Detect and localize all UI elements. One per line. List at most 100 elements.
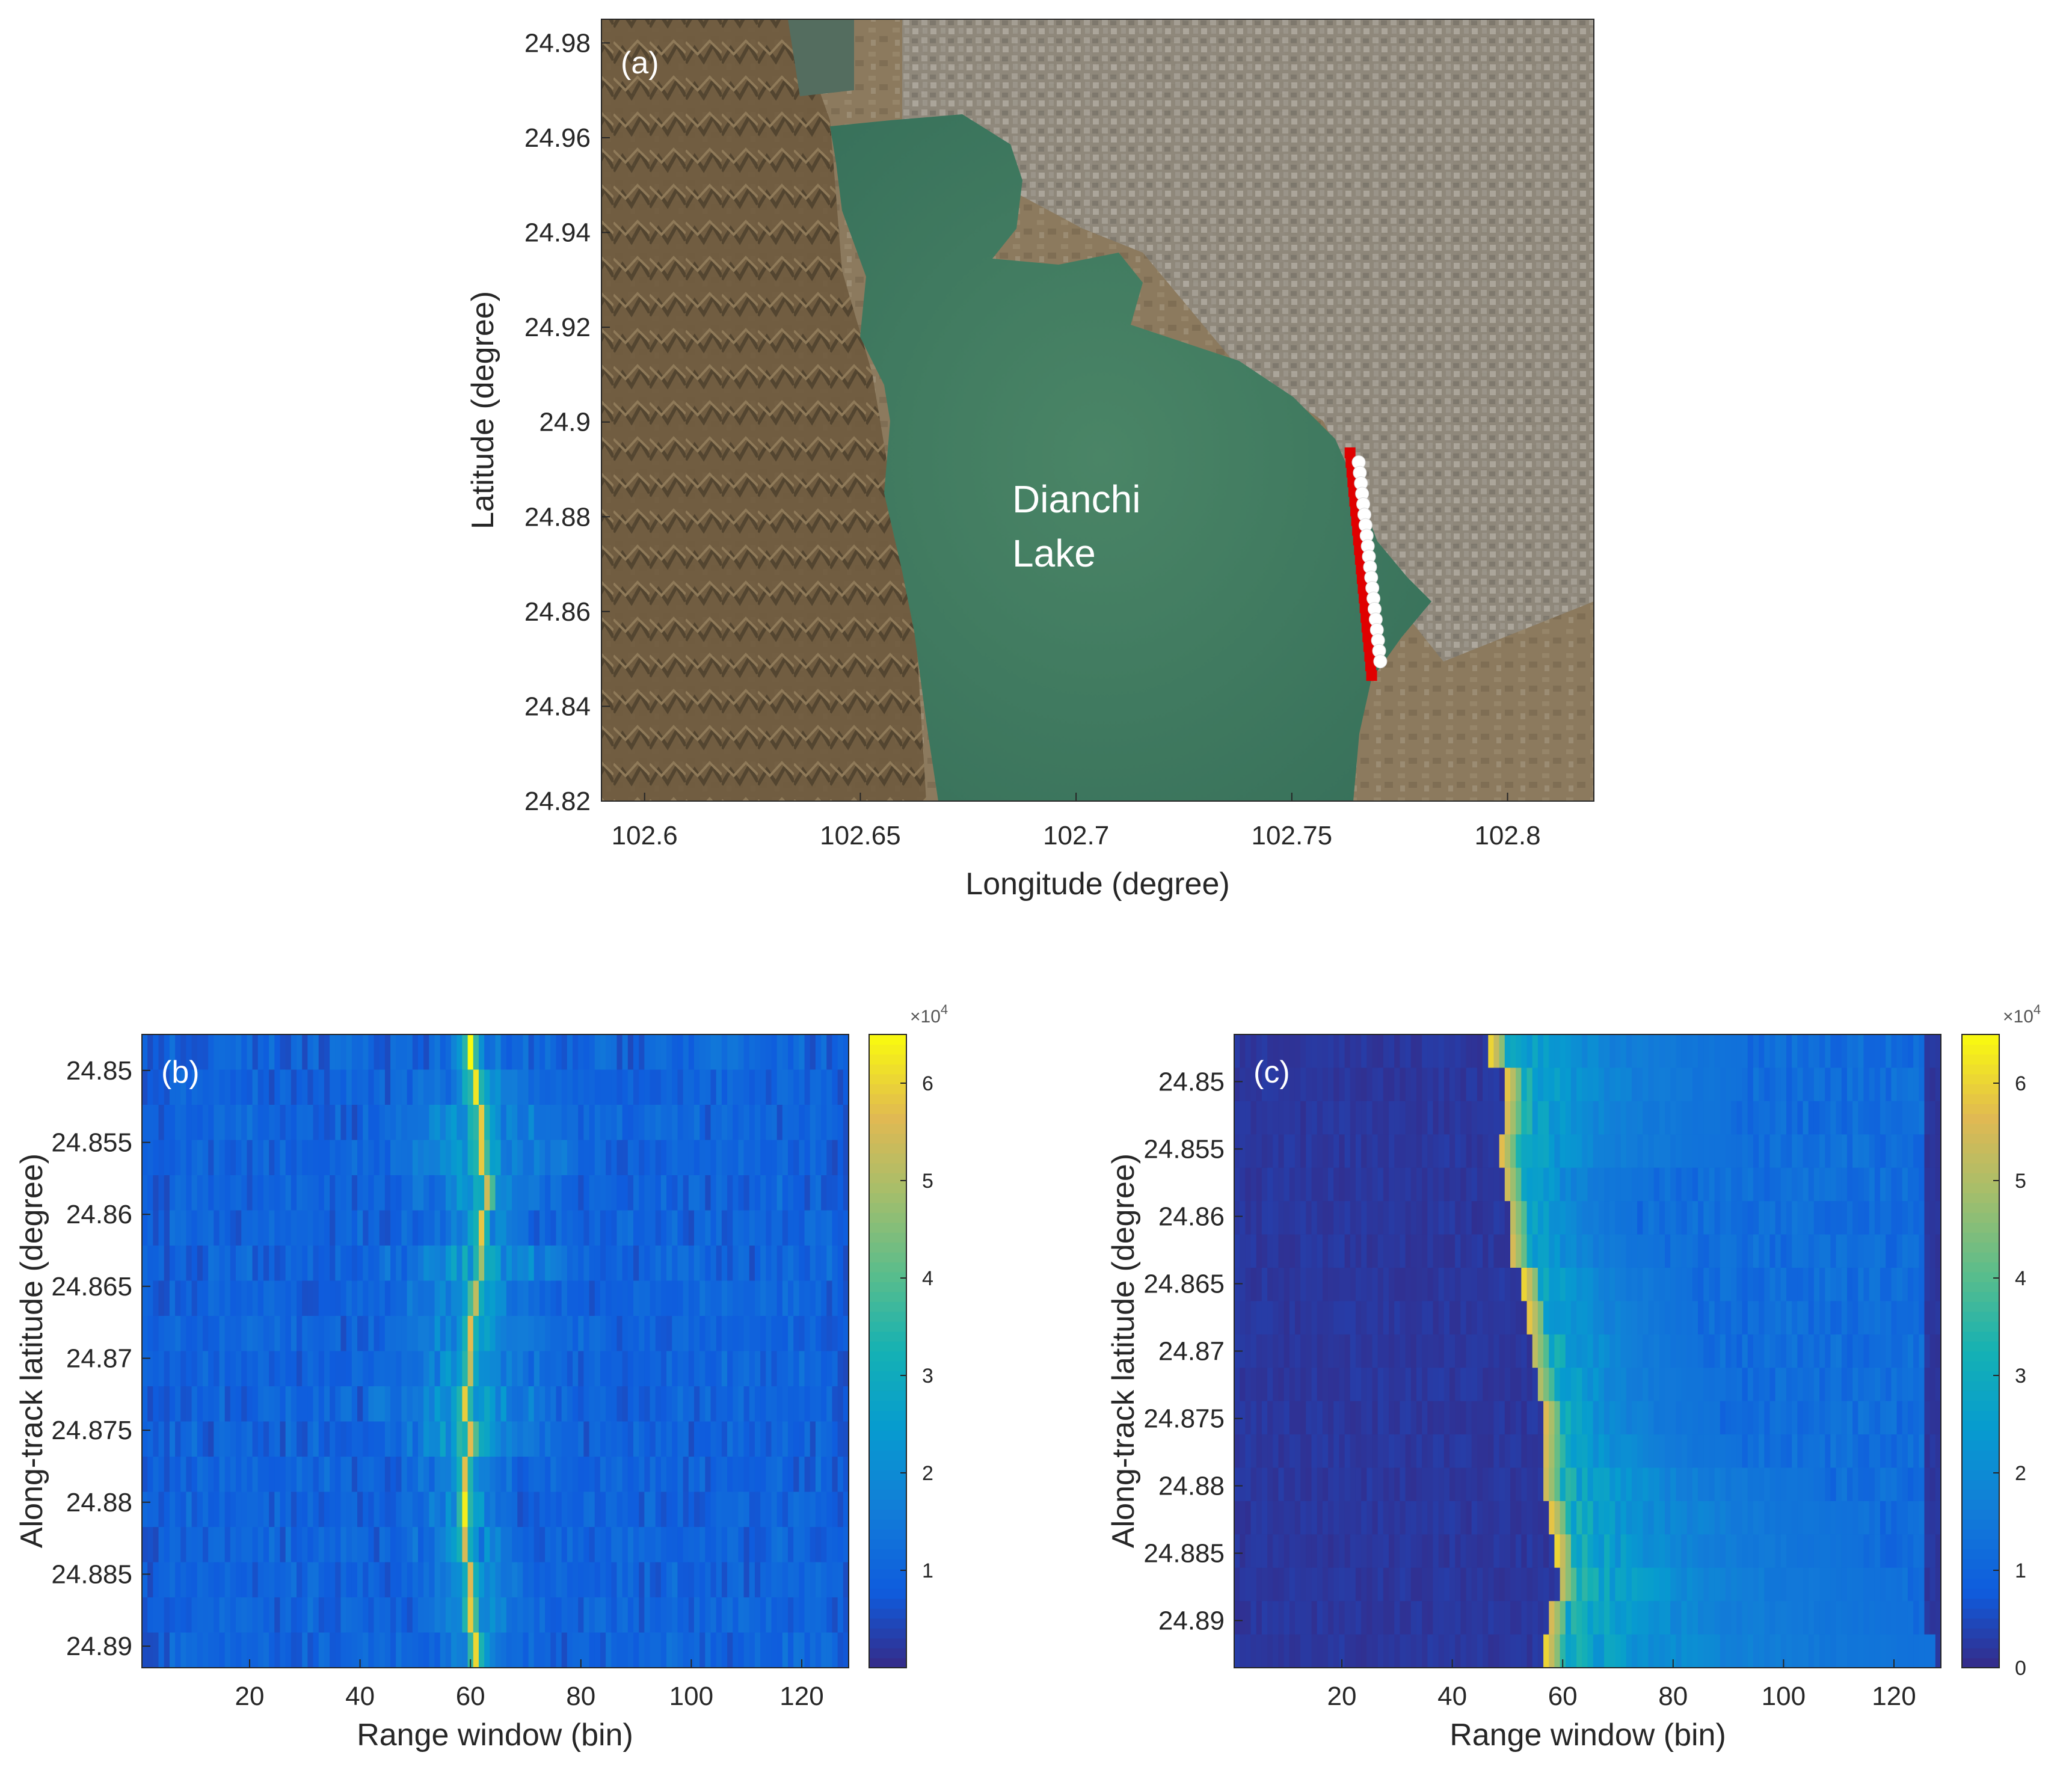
- heatmap-cell: [374, 1597, 380, 1633]
- heatmap-cell: [307, 1281, 313, 1317]
- heatmap-cell: [1869, 1268, 1875, 1301]
- heatmap-cell: [1863, 1068, 1869, 1101]
- heatmap-cell: [1422, 1034, 1428, 1068]
- heatmap-cell: [1703, 1501, 1709, 1535]
- heatmap-cell: [1742, 1335, 1748, 1368]
- heatmap-cell: [1300, 1635, 1306, 1668]
- heatmap-cell: [1842, 1301, 1848, 1335]
- heatmap-cell: [1731, 1301, 1737, 1335]
- heatmap-cell: [1499, 1601, 1505, 1635]
- heatmap-cell: [1781, 1368, 1787, 1401]
- heatmap-cell: [1720, 1568, 1726, 1602]
- heatmap-cell: [313, 1246, 319, 1281]
- heatmap-cell: [396, 1105, 402, 1140]
- heatmap-cell: [711, 1316, 717, 1351]
- heatmap-cell: [1819, 1501, 1825, 1535]
- heatmap-cell: [462, 1351, 468, 1387]
- heatmap-cell: [214, 1527, 220, 1562]
- heatmap-cell: [633, 1597, 639, 1633]
- heatmap-cell: [1532, 1101, 1539, 1135]
- heatmap-cell: [633, 1246, 639, 1281]
- heatmap-cell: [390, 1527, 396, 1562]
- heatmap-cell: [1472, 1467, 1478, 1501]
- heatmap-cell: [1648, 1034, 1654, 1068]
- heatmap-cell: [1339, 1134, 1345, 1168]
- heatmap-cell: [164, 1597, 170, 1633]
- heatmap-cell: [683, 1386, 689, 1422]
- heatmap-cell: [1858, 1134, 1864, 1168]
- heatmap-cell: [689, 1175, 695, 1211]
- heatmap-cell: [153, 1034, 159, 1070]
- heatmap-cell: [1924, 1201, 1930, 1235]
- heatmap-cell: [1682, 1168, 1688, 1202]
- heatmap-cell: [1930, 1201, 1936, 1235]
- heatmap-cell: [1576, 1034, 1582, 1068]
- heatmap-cell: [479, 1457, 485, 1492]
- heatmap-cell: [429, 1527, 435, 1562]
- heatmap-cell: [517, 1105, 523, 1140]
- heatmap-cell: [1742, 1568, 1748, 1602]
- heatmap-cell: [274, 1070, 280, 1105]
- heatmap-cell: [1455, 1268, 1461, 1301]
- heatmap-cell: [1891, 1034, 1897, 1068]
- heatmap-cell: [550, 1281, 556, 1317]
- heatmap-cell: [1483, 1235, 1489, 1268]
- heatmap-cell: [1466, 1534, 1472, 1568]
- heatmap-cell: [1604, 1301, 1610, 1335]
- heatmap-cell: [1703, 1235, 1709, 1268]
- heatmap-cell: [616, 1316, 623, 1351]
- heatmap-cell: [1609, 1401, 1615, 1435]
- heatmap-cell: [1930, 1401, 1936, 1435]
- heatmap-cell: [529, 1281, 535, 1317]
- colorbar-segment: [1962, 1529, 1999, 1540]
- heatmap-cell: [1781, 1201, 1787, 1235]
- heatmap-cell: [727, 1633, 733, 1668]
- heatmap-cell: [1560, 1201, 1566, 1235]
- heatmap-cell: [396, 1633, 402, 1668]
- heatmap-cell: [777, 1246, 783, 1281]
- heatmap-cell: [340, 1633, 346, 1668]
- heatmap-cell: [1339, 1368, 1345, 1401]
- heatmap-cell: [816, 1316, 822, 1351]
- colorbar-segment: [869, 1559, 906, 1569]
- heatmap-cell: [1400, 1168, 1406, 1202]
- heatmap-cell: [1372, 1568, 1378, 1602]
- heatmap-cell: [418, 1562, 424, 1598]
- heatmap-cell: [236, 1351, 242, 1387]
- heatmap-cell: [1852, 1268, 1858, 1301]
- heatmap-cell: [782, 1281, 789, 1317]
- heatmap-cell: [1295, 1568, 1301, 1602]
- heatmap-cell: [666, 1211, 672, 1246]
- heatmap-cell: [1726, 1134, 1732, 1168]
- heatmap-cell: [1759, 1168, 1765, 1202]
- heatmap-cell: [578, 1457, 584, 1492]
- heatmap-cell: [307, 1316, 313, 1351]
- heatmap-cell: [1924, 1501, 1930, 1535]
- heatmap-cell: [1240, 1168, 1246, 1202]
- heatmap-cell: [1278, 1501, 1284, 1535]
- heatmap-cell: [1317, 1467, 1323, 1501]
- heatmap-cell: [1764, 1068, 1770, 1101]
- heatmap-cell: [241, 1175, 247, 1211]
- heatmap-cell: [1886, 1268, 1892, 1301]
- heatmap-cell: [1626, 1368, 1632, 1401]
- heatmap-cell: [512, 1140, 518, 1176]
- heatmap-cell: [1599, 1068, 1605, 1101]
- heatmap-cell: [1499, 1101, 1505, 1135]
- heatmap-cell: [258, 1527, 264, 1562]
- heatmap-cell: [1427, 1568, 1433, 1602]
- heatmap-cell: [1769, 1134, 1775, 1168]
- heatmap-cell: [263, 1457, 269, 1492]
- heatmap-cell: [1543, 1335, 1549, 1368]
- heatmap-cell: [1720, 1301, 1726, 1335]
- heatmap-cell: [1505, 1201, 1511, 1235]
- heatmap-cell: [1875, 1434, 1881, 1468]
- heatmap-cell: [473, 1140, 479, 1176]
- heatmap-cell: [1924, 1635, 1930, 1668]
- heatmap-cell: [208, 1633, 214, 1668]
- heatmap-cell: [1267, 1201, 1273, 1235]
- heatmap-cell: [230, 1422, 236, 1457]
- heatmap-cell: [352, 1211, 358, 1246]
- heatmap-cell: [214, 1034, 220, 1070]
- heatmap-cell: [313, 1386, 319, 1422]
